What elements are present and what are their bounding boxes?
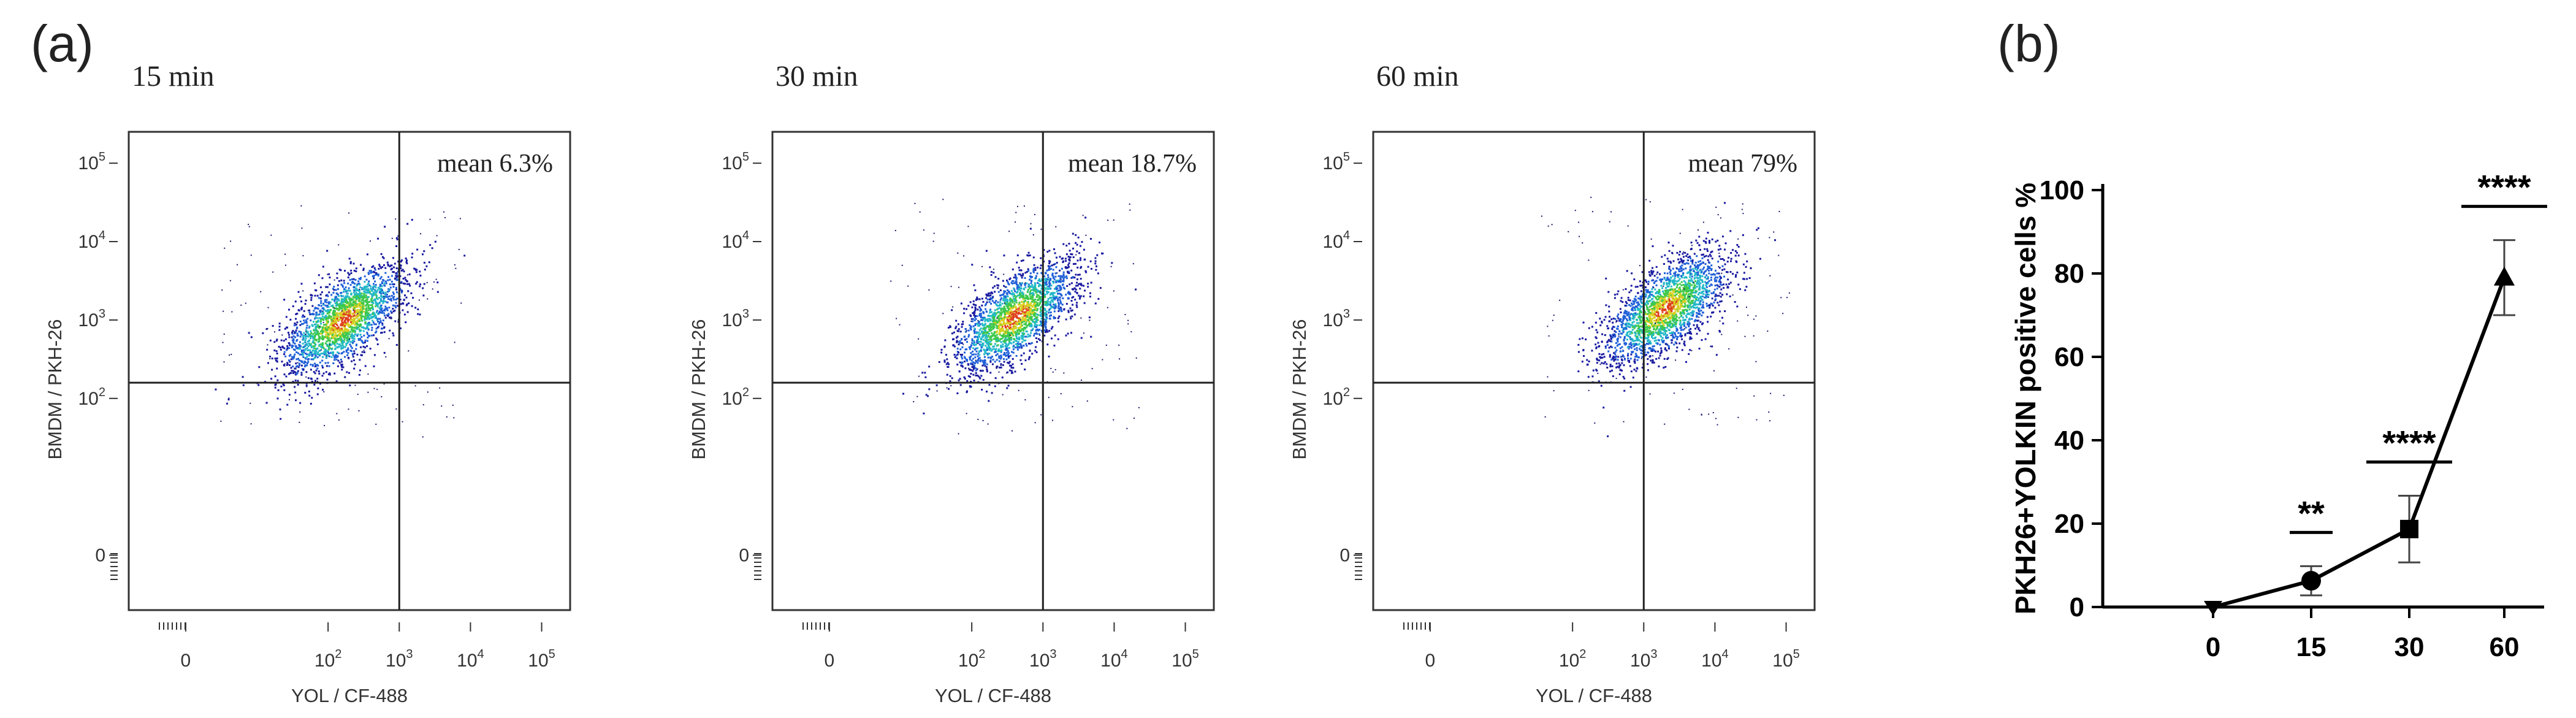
mean-annotation: mean 79% xyxy=(1688,150,1797,178)
flow-y-axis-label: BMDM / PKH-26 xyxy=(1289,319,1310,459)
flow-y-tick-label: 0 xyxy=(1339,545,1350,565)
flow-x-tick-label: 102 xyxy=(1559,647,1587,671)
data-point xyxy=(2494,266,2515,286)
y-tick-label: 20 xyxy=(2054,509,2084,539)
y-tick-label: 40 xyxy=(2054,426,2084,456)
flow-plot-title: 15 min xyxy=(132,60,215,93)
flow-y-tick-label: 104 xyxy=(78,229,106,252)
flow-x-tick-label: 104 xyxy=(1100,647,1128,671)
flow-y-tick-label: 0 xyxy=(739,545,749,565)
x-tick-label: 30 xyxy=(2395,632,2425,662)
mean-annotation: mean 6.3% xyxy=(437,150,553,178)
flow-y-axis-label: BMDM / PKH-26 xyxy=(44,319,66,459)
flow-x-tick-label: 103 xyxy=(1630,647,1658,671)
flow-plot: 15 min mean 6.3% 0 102 103 104 105 0 102 103 104 10… xyxy=(44,60,571,706)
mean-annotation: mean 18.7% xyxy=(1068,150,1197,178)
line-chart: 0 20 40 60 80 100 0 15 30 60 PKH26+YOLKIN positive… xyxy=(2010,168,2547,662)
flow-x-tick-label: 105 xyxy=(1772,647,1800,671)
flow-x-tick-label: 102 xyxy=(958,647,986,671)
y-tick-label: 80 xyxy=(2054,259,2084,289)
flow-plot-frame xyxy=(771,131,1215,611)
x-tick-label: 0 xyxy=(2206,632,2220,662)
flow-x-tick-label: 103 xyxy=(1029,647,1057,671)
x-tick-label: 60 xyxy=(2490,632,2520,662)
panel-a-label: (a) xyxy=(31,15,94,72)
flow-x-tick-label: 105 xyxy=(1172,647,1199,671)
flow-x-tick-label: 105 xyxy=(528,647,555,671)
y-tick-label: 0 xyxy=(2070,592,2084,622)
flow-dots xyxy=(1541,196,1790,438)
flow-y-tick-label: 105 xyxy=(722,150,750,174)
significance-label: ** xyxy=(2298,494,2325,532)
flow-plot-title: 60 min xyxy=(1376,60,1459,93)
flow-y-tick-label: 104 xyxy=(722,229,750,252)
flow-y-tick-label: 103 xyxy=(1323,307,1351,330)
significance-label: **** xyxy=(2477,168,2531,207)
flow-plot-frame xyxy=(128,131,571,611)
flow-y-tick-label: 102 xyxy=(722,386,750,409)
series-line xyxy=(2212,277,2506,609)
y-tick-label: 100 xyxy=(2040,175,2084,205)
flow-x-tick-label: 104 xyxy=(457,647,484,671)
flow-x-tick-label: 0 xyxy=(1425,651,1436,671)
data-point xyxy=(2301,571,2321,591)
flow-y-axis-label: BMDM / PKH-26 xyxy=(688,319,709,459)
flow-y-tick-label: 102 xyxy=(1323,386,1351,409)
flow-plots: 15 min mean 6.3% 0 102 103 104 105 0 102 103 104 10… xyxy=(44,60,1816,706)
flow-plot: 60 min mean 79% 0 102 103 104 105 0 102 103 104 105… xyxy=(1289,60,1816,706)
flow-x-axis-label: YOL / CF-488 xyxy=(935,685,1051,706)
data-point xyxy=(2400,519,2418,538)
significance-label: **** xyxy=(2382,423,2436,462)
flow-y-tick-label: 103 xyxy=(722,307,750,330)
flow-y-tick-label: 105 xyxy=(78,150,106,174)
y-tick-label: 60 xyxy=(2054,342,2084,372)
flow-plot-title: 30 min xyxy=(775,60,858,93)
flow-y-tick-label: 103 xyxy=(78,307,106,330)
flow-x-tick-label: 0 xyxy=(181,651,191,671)
flow-dots xyxy=(890,199,1140,435)
flow-y-tick-label: 102 xyxy=(78,386,106,409)
y-axis-label: PKH26+YOLKIN positive cells % xyxy=(2010,183,2041,614)
x-tick-label: 15 xyxy=(2296,632,2326,662)
flow-x-axis-label: YOL / CF-488 xyxy=(1536,685,1652,706)
flow-x-tick-label: 103 xyxy=(386,647,413,671)
flow-x-tick-label: 102 xyxy=(314,647,342,671)
flow-plot-frame xyxy=(1372,131,1816,611)
flow-x-axis-label: YOL / CF-488 xyxy=(291,685,408,706)
flow-x-tick-label: 104 xyxy=(1701,647,1729,671)
flow-plot: 30 min mean 18.7% 0 102 103 104 105 0 102 103 104 1… xyxy=(688,60,1215,706)
flow-x-tick-label: 0 xyxy=(825,651,835,671)
data-point xyxy=(2204,601,2222,616)
flow-y-tick-label: 104 xyxy=(1323,229,1351,252)
flow-y-tick-label: 0 xyxy=(95,545,105,565)
flow-dots xyxy=(215,205,466,438)
flow-y-tick-label: 105 xyxy=(1323,150,1351,174)
panel-b-label: (b) xyxy=(1997,15,2060,72)
